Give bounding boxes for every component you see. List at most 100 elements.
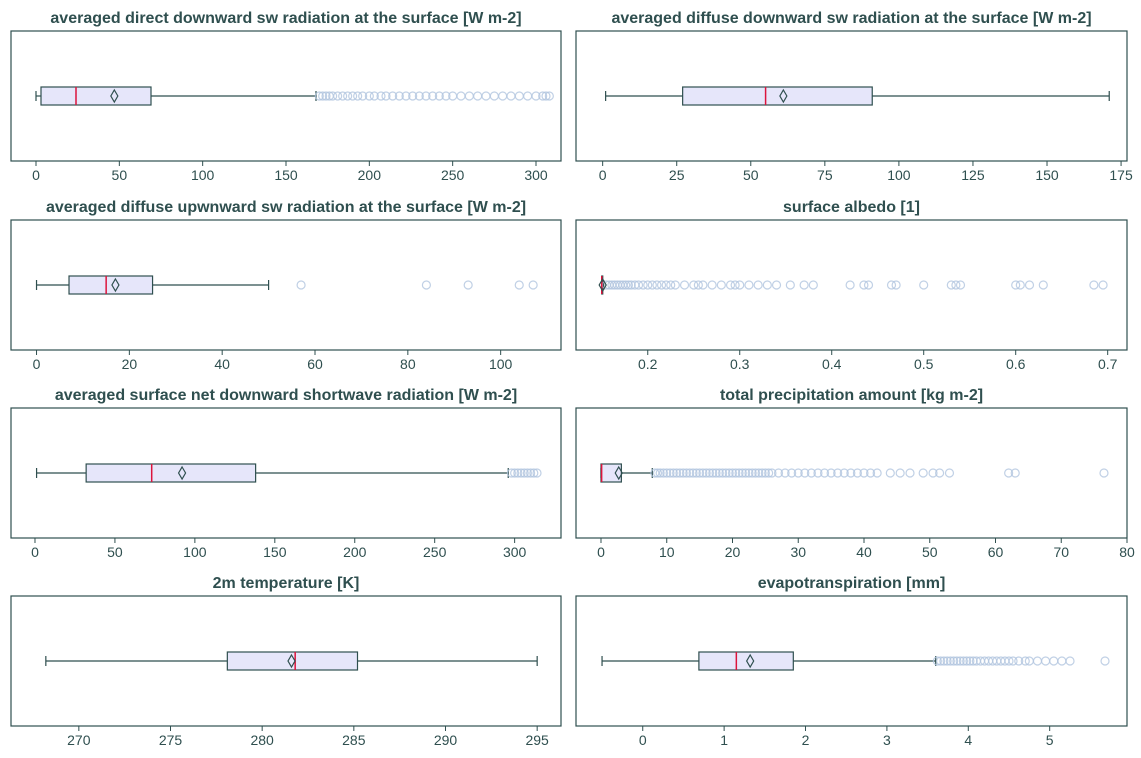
outlier-point: [735, 280, 745, 290]
outlier-point: [808, 280, 818, 290]
x-tick-label: 250: [423, 544, 447, 560]
outlier-point: [348, 91, 358, 101]
outlier-point: [734, 468, 744, 478]
outlier-point: [793, 468, 803, 478]
outlier-point: [414, 91, 424, 101]
outlier-point: [1041, 656, 1051, 666]
outlier-point: [955, 280, 966, 290]
outlier-point: [672, 468, 682, 478]
outlier-point: [1014, 656, 1024, 666]
outlier-point: [952, 656, 962, 666]
outlier-point: [859, 468, 869, 478]
outlier-point: [711, 468, 721, 478]
outlier-point: [338, 91, 348, 101]
outlier-point: [962, 656, 972, 666]
outlier-point: [678, 468, 688, 478]
outlier-point: [727, 468, 738, 478]
mean-marker: [598, 277, 607, 293]
x-tick-label: 4: [964, 732, 972, 748]
outlier-point: [394, 91, 404, 101]
outlier-point: [833, 468, 843, 478]
outlier-point: [886, 280, 897, 290]
x-tick-label: 0: [31, 544, 39, 560]
outlier-point: [655, 468, 665, 478]
outlier-point: [1089, 280, 1099, 290]
x-tick-label: 50: [107, 544, 123, 560]
x-tick-label: 20: [122, 356, 138, 372]
chart-panel-4: surface albedo [1] 0.2 0.3 0.4 0.5 0.6 0.7: [575, 199, 1128, 372]
outlier-point: [514, 280, 524, 290]
chart-panel-5: averaged surface net downward shortwave …: [10, 387, 562, 560]
outlier-point: [1010, 468, 1020, 478]
outlier-point: [714, 468, 724, 478]
outlier-point: [679, 280, 690, 290]
outlier-point: [773, 468, 784, 478]
mean-marker: [745, 653, 755, 669]
x-tick-label: 1: [720, 732, 728, 748]
outlier-point: [724, 468, 734, 478]
outlier-point: [760, 468, 770, 478]
x-tick-label: 100: [887, 167, 911, 183]
chart-title: averaged diffuse upwnward sw radiation a…: [46, 199, 526, 216]
outlier-point: [767, 468, 777, 478]
outlier-point: [757, 468, 767, 478]
outlier-point: [872, 468, 882, 478]
x-tick-label: 0.3: [730, 356, 750, 372]
x-tick-label: 0: [639, 732, 647, 748]
x-tick-label: 250: [441, 167, 465, 183]
axes-frame: [10, 219, 562, 351]
outlier-point: [1004, 656, 1014, 666]
outlier-point: [513, 468, 523, 478]
mean-marker: [614, 465, 623, 481]
outlier-point: [358, 91, 368, 101]
x-tick-label: 200: [343, 544, 367, 560]
outlier-point: [1038, 280, 1048, 290]
outlier-point: [1098, 280, 1108, 290]
axes-frame: [10, 595, 562, 727]
x-tick-label: 0.7: [1098, 356, 1118, 372]
outlier-point: [918, 468, 928, 478]
chart-title: averaged diffuse downward sw radiation a…: [611, 10, 1091, 27]
x-tick-label: 50: [922, 544, 938, 560]
outlier-point: [328, 91, 338, 101]
x-tick-label: 280: [250, 732, 274, 748]
outlier-point: [799, 280, 809, 290]
x-tick-label: 270: [67, 732, 91, 748]
outlier-point: [731, 468, 741, 478]
axes-frame: [575, 30, 1128, 162]
outlier-point: [942, 656, 952, 666]
outlier-point: [314, 91, 324, 101]
outlier-point: [1100, 656, 1110, 666]
iqr-box: [226, 651, 359, 671]
outlier-point: [652, 468, 663, 478]
outlier-point: [1049, 656, 1059, 666]
mean-marker: [111, 277, 120, 293]
outlier-point: [541, 91, 551, 101]
outlier-point: [839, 468, 849, 478]
x-tick-label: 0.5: [914, 356, 934, 372]
axes-frame: [10, 407, 562, 539]
outlier-point: [522, 468, 533, 478]
outlier-point: [516, 468, 526, 478]
x-tick-label: 50: [112, 167, 128, 183]
outlier-point: [936, 656, 946, 666]
outlier-point: [693, 280, 703, 290]
chart-panel-1: averaged direct downward sw radiation at…: [10, 10, 562, 183]
outlier-point: [376, 91, 386, 101]
outlier-point: [681, 468, 692, 478]
x-tick-label: 0: [32, 167, 40, 183]
outlier-point: [852, 468, 863, 478]
outlier-point: [544, 91, 554, 101]
chart-panel-2: averaged diffuse downward sw radiation a…: [575, 10, 1133, 183]
x-tick-label: 275: [159, 732, 183, 748]
outlier-point: [381, 91, 391, 101]
outlier-point: [481, 91, 491, 101]
x-tick-label: 290: [434, 732, 458, 748]
outlier-point: [364, 91, 374, 101]
x-tick-label: 40: [214, 356, 230, 372]
outlier-point: [747, 468, 757, 478]
x-tick-label: 10: [659, 544, 675, 560]
outlier-point: [489, 91, 499, 101]
outlier-point: [951, 280, 961, 290]
